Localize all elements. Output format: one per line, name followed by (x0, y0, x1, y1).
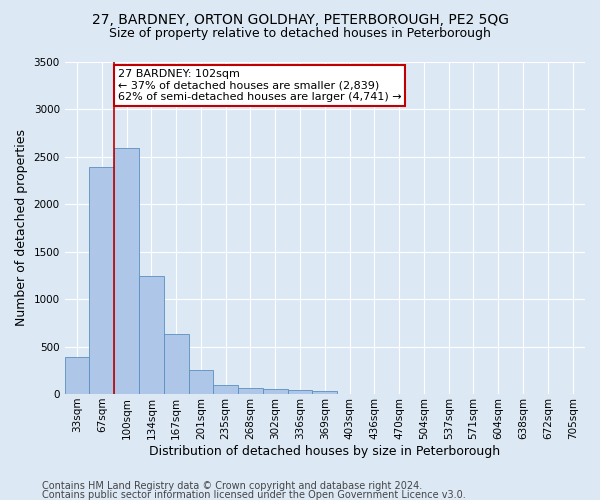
Bar (287, 390, 313, 394)
Text: 27, BARDNEY, ORTON GOLDHAY, PETERBOROUGH, PE2 5QG: 27, BARDNEY, ORTON GOLDHAY, PETERBOROUGH… (91, 12, 509, 26)
Bar (164, 334, 188, 394)
Text: Contains HM Land Registry data © Crown copyright and database right 2024.: Contains HM Land Registry data © Crown c… (42, 481, 422, 491)
Bar (188, 370, 214, 394)
Bar (89, 167, 114, 394)
Bar (214, 384, 238, 394)
Bar (139, 276, 164, 394)
Text: 27 BARDNEY: 102sqm
← 37% of detached houses are smaller (2,839)
62% of semi-deta: 27 BARDNEY: 102sqm ← 37% of detached hou… (118, 69, 401, 102)
Bar (263, 389, 287, 394)
Bar (65, 357, 89, 394)
Text: Contains public sector information licensed under the Open Government Licence v3: Contains public sector information licen… (42, 490, 466, 500)
Bar (114, 148, 139, 394)
Y-axis label: Number of detached properties: Number of detached properties (15, 130, 28, 326)
Text: Size of property relative to detached houses in Peterborough: Size of property relative to detached ho… (109, 28, 491, 40)
Bar (238, 388, 263, 394)
Bar (313, 390, 337, 394)
X-axis label: Distribution of detached houses by size in Peterborough: Distribution of detached houses by size … (149, 444, 500, 458)
